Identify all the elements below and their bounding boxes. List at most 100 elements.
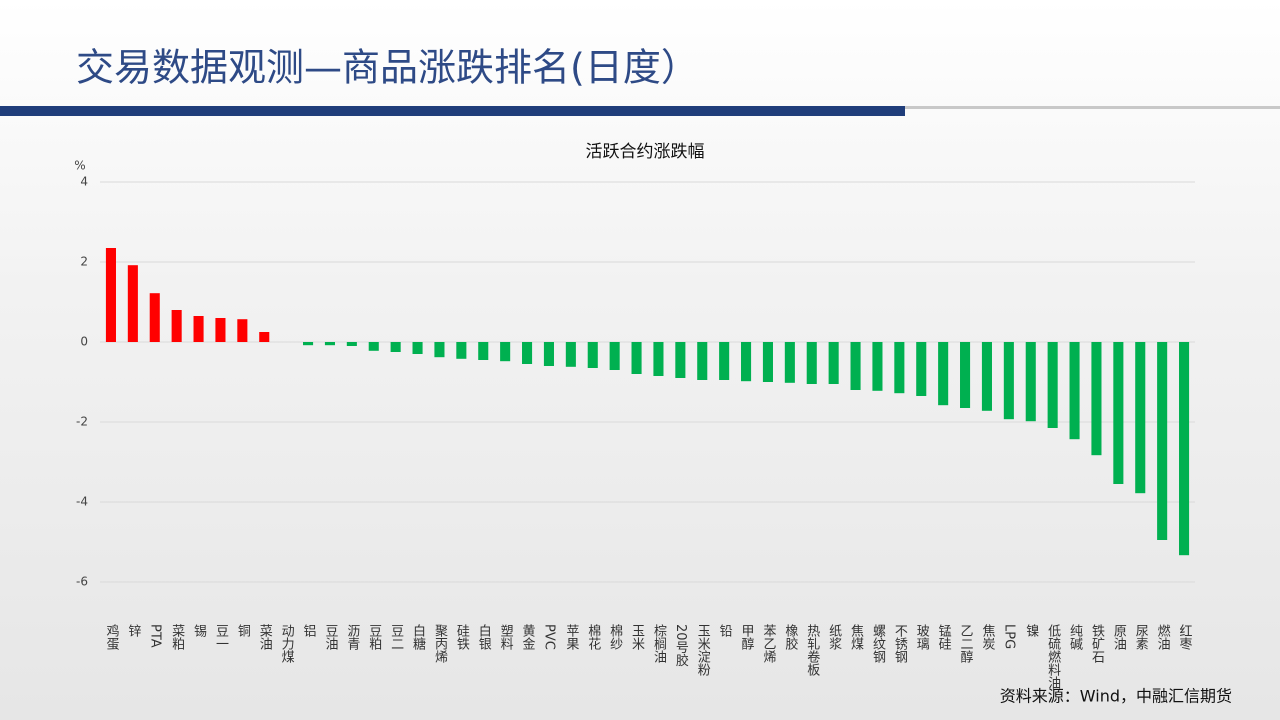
bar [872, 342, 883, 391]
x-tick-label: 橡胶 [782, 624, 798, 651]
bar [127, 265, 138, 342]
bar [1025, 342, 1036, 422]
bar [938, 342, 949, 406]
y-tick-label: 0 [80, 335, 88, 349]
bar [960, 342, 971, 408]
x-tick-label: 铜 [235, 624, 251, 637]
x-tick-label: 豆二 [388, 624, 404, 650]
bar [324, 342, 335, 346]
y-tick-label: -2 [76, 415, 88, 429]
bar [828, 342, 839, 384]
bar [741, 342, 752, 382]
bar [981, 342, 992, 411]
x-tick-label: 苹果 [563, 624, 579, 650]
x-tick-label: 纯碱 [1067, 624, 1083, 650]
x-tick-label: 铅 [717, 624, 733, 637]
x-tick-label: 鸡蛋 [103, 623, 119, 651]
bar [784, 342, 795, 383]
x-tick-label: 乙二醇 [958, 624, 974, 663]
bar [1047, 342, 1058, 428]
bar [237, 319, 248, 342]
x-tick-label: 纸浆 [826, 624, 842, 650]
bar [193, 316, 204, 342]
bar [522, 342, 533, 364]
x-tick-label: 锌 [125, 624, 141, 637]
bar [346, 342, 357, 346]
bar [543, 342, 554, 366]
x-tick-label: PVC [541, 624, 556, 650]
x-tick-label: 不锈钢 [892, 624, 908, 664]
x-tick-label: 螺纹钢 [870, 624, 886, 664]
bar [609, 342, 620, 370]
bar [675, 342, 686, 378]
bar [390, 342, 401, 352]
bar [412, 342, 423, 354]
x-tick-label: 棕榈油 [651, 624, 667, 663]
bar [478, 342, 489, 360]
bar [850, 342, 861, 390]
x-tick-label: 聚丙烯 [432, 624, 448, 663]
bar [565, 342, 576, 367]
bar [456, 342, 467, 359]
chart-title: 活跃合约涨跌幅 [586, 142, 705, 162]
x-tick-label: 塑料 [498, 624, 514, 650]
x-tick-label: 白银 [476, 623, 492, 650]
bar [631, 342, 642, 374]
bar [171, 310, 182, 342]
bar [368, 342, 379, 351]
x-tick-label: 铁矿石 [1089, 624, 1105, 663]
x-tick-label: 尿素 [1133, 624, 1149, 650]
x-tick-label: 燃油 [1155, 623, 1171, 650]
bar [259, 332, 270, 342]
bar [806, 342, 817, 384]
bar [1135, 342, 1146, 494]
title-bar-tail [905, 106, 1280, 109]
y-tick-label: 2 [80, 255, 88, 269]
y-tick-label: -4 [76, 495, 88, 509]
x-tick-label: 菜油 [257, 624, 273, 650]
bar [1091, 342, 1102, 456]
x-tick-label: 豆一 [213, 624, 229, 650]
x-tick-label: 锡 [191, 624, 207, 637]
title-bar [0, 106, 905, 116]
x-tick-label: 动力煤 [279, 624, 295, 663]
source: 资料来源：Wind，中融汇信期货 [1000, 687, 1232, 706]
bar [587, 342, 598, 368]
y-unit: % [74, 159, 85, 173]
x-tick-label: 20号胶 [673, 624, 689, 668]
x-tick-label: 豆油 [322, 624, 338, 650]
x-tick-label: 锰硅 [936, 624, 952, 650]
bar [434, 342, 445, 358]
x-tick-label: 黄金 [520, 624, 536, 650]
x-tick-label: 苯乙烯 [760, 624, 776, 663]
bar [1179, 342, 1190, 556]
x-tick-label: 沥青 [344, 624, 360, 650]
bar [303, 342, 314, 346]
x-tick-label: 甲醇 [739, 624, 755, 650]
x-tick-label: 铝 [301, 624, 317, 637]
x-tick-label: PTA [147, 624, 162, 648]
x-tick-label: 红枣 [1177, 623, 1193, 650]
bar [762, 342, 773, 382]
x-tick-label: 原油 [1111, 624, 1127, 650]
bar [149, 293, 160, 342]
x-tick-label: 菜粕 [169, 624, 185, 650]
bar [1069, 342, 1080, 440]
x-tick-label: 棉花 [585, 624, 601, 651]
x-tick-label: 硅铁 [454, 624, 470, 650]
x-tick-label: 玻璃 [914, 624, 930, 650]
bar [653, 342, 664, 376]
y-tick-label: -6 [76, 575, 88, 589]
bar [719, 342, 730, 380]
bar [1003, 342, 1014, 420]
bar [215, 318, 226, 342]
x-tick-label: 低硫燃料油 [1045, 624, 1061, 689]
bar [1113, 342, 1124, 484]
x-tick-label: LPG [1001, 624, 1016, 649]
x-tick-label: 热轧卷板 [804, 624, 820, 677]
slide-title: 交易数据观测—商品涨跌排名(日度） [76, 46, 699, 90]
bar [105, 248, 116, 342]
y-tick-label: 4 [80, 175, 88, 189]
